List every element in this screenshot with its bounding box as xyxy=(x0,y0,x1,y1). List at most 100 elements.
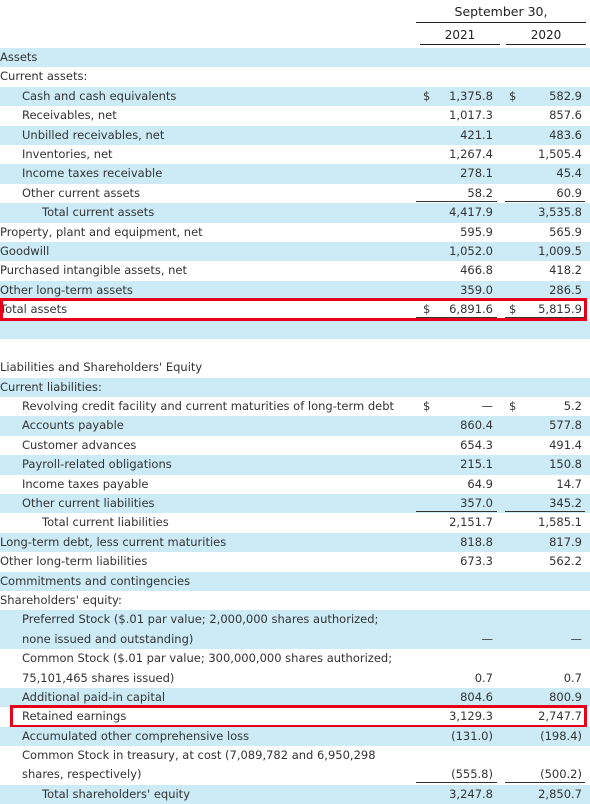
table-row: Total current liabilities 2,151.7 1,585.1 xyxy=(0,513,590,532)
total-underline xyxy=(505,782,585,784)
table-row: Other current liabilities 357.0 345.2 xyxy=(0,493,590,514)
value-2021: 64.9 xyxy=(467,476,493,491)
value-2020: 857.6 xyxy=(549,108,582,123)
table-row: Retained earnings 3,129.3 2,747.7 xyxy=(0,705,590,729)
total-underline xyxy=(416,510,497,512)
row-label: Current assets: xyxy=(0,69,88,84)
row-label: Total current assets xyxy=(42,205,155,220)
value-2020: 5,815.9 xyxy=(538,302,582,317)
value-2020: 150.8 xyxy=(549,457,582,472)
value-2021: 3,129.3 xyxy=(449,709,493,724)
table-row: none issued and outstanding) — — xyxy=(0,629,590,650)
table-row: Income taxes payable 64.9 14.7 xyxy=(0,475,590,494)
total-underline xyxy=(505,510,585,512)
table-row: Total current assets 4,417.9 3,535.8 xyxy=(0,203,590,223)
value-2021: 357.0 xyxy=(460,495,493,510)
row-label: Unbilled receivables, net xyxy=(22,127,165,142)
table-row: Commitments and contingencies xyxy=(0,571,590,591)
row-label: Common Stock ($.01 par value; 300,000,00… xyxy=(22,651,393,666)
total-underline xyxy=(416,200,497,202)
table-row: Preferred Stock ($.01 par value; 2,000,0… xyxy=(0,610,590,630)
row-label: Accumulated other comprehensive loss xyxy=(22,728,250,743)
row-label: Revolving credit facility and current ma… xyxy=(22,399,395,414)
currency-symbol: $ xyxy=(509,88,517,103)
row-label: Customer advances xyxy=(22,437,137,452)
row-label: Goodwill xyxy=(0,243,50,258)
row-label: Property, plant and equipment, net xyxy=(0,224,203,239)
value-2020: 2,747.7 xyxy=(538,709,582,724)
value-2020: 2,850.7 xyxy=(538,786,582,801)
row-label: Shareholders' equity: xyxy=(0,592,122,607)
table-row: Inventories, net 1,267.4 1,505.4 xyxy=(0,145,590,164)
value-2020: 345.2 xyxy=(549,495,582,510)
year-header-row: 2021 2020 xyxy=(416,22,586,45)
row-label: Current liabilities: xyxy=(0,379,102,394)
total-underline xyxy=(416,782,497,784)
table-row: Other long-term liabilities 673.3 562.2 xyxy=(0,552,590,571)
table-row: Liabilities and Shareholders' Equity xyxy=(0,358,590,377)
total-underline xyxy=(416,317,497,321)
row-label: Inventories, net xyxy=(22,146,113,161)
value-2021: 421.1 xyxy=(460,127,493,142)
spacer-row xyxy=(0,319,590,339)
value-2021: 359.0 xyxy=(460,282,493,297)
value-2020: 1,009.5 xyxy=(538,243,582,258)
row-label: none issued and outstanding) xyxy=(22,631,194,646)
table-row: Shareholders' equity: xyxy=(0,591,590,610)
row-label: Purchased intangible assets, net xyxy=(0,263,188,278)
row-label: Liabilities and Shareholders' Equity xyxy=(0,360,203,375)
table-row: Additional paid-in capital 804.6 800.9 xyxy=(0,687,590,708)
value-2021: 466.8 xyxy=(460,263,493,278)
value-2020: 60.9 xyxy=(556,185,582,200)
row-label: Other current liabilities xyxy=(22,495,155,510)
table-row: Assets xyxy=(0,48,590,68)
value-2020: 565.9 xyxy=(549,224,582,239)
table-row: Cash and cash equivalents $1,375.8 $582.9 xyxy=(0,86,590,107)
total-underline xyxy=(416,297,497,299)
table-row: Total assets $6,891.6 $5,815.9 xyxy=(0,298,590,322)
table-row: Unbilled receivables, net 421.1 483.6 xyxy=(0,125,590,145)
value-2021: 0.7 xyxy=(474,670,493,685)
value-2021: 860.4 xyxy=(460,418,493,433)
table-row: Current assets: xyxy=(0,67,590,86)
currency-symbol: $ xyxy=(423,302,431,317)
table-row: Accounts payable 860.4 577.8 xyxy=(0,416,590,436)
value-2020: 562.2 xyxy=(549,554,582,569)
value-2020: 418.2 xyxy=(549,263,582,278)
value-2020: 14.7 xyxy=(556,476,582,491)
value-2020: 3,535.8 xyxy=(538,205,582,220)
value-2020: — xyxy=(570,631,583,646)
value-2021: 673.3 xyxy=(460,554,493,569)
row-label: Additional paid-in capital xyxy=(22,689,166,704)
value-2020: 45.4 xyxy=(556,166,582,181)
table-row: Revolving credit facility and current ma… xyxy=(0,397,590,416)
year-underline xyxy=(506,44,586,45)
table-row: Total shareholders' equity 3,247.8 2,850.7 xyxy=(0,784,590,804)
total-underline xyxy=(505,200,585,202)
table-row: Property, plant and equipment, net 595.9 5… xyxy=(0,223,590,242)
row-label: Cash and cash equivalents xyxy=(22,88,177,103)
value-2021: 1,267.4 xyxy=(449,146,493,161)
table-row: Receivables, net 1,017.3 857.6 xyxy=(0,106,590,125)
row-label: Total shareholders' equity xyxy=(42,786,190,801)
value-2021: 818.8 xyxy=(460,534,493,549)
value-2020: 582.9 xyxy=(549,88,582,103)
value-2020: 817.9 xyxy=(549,534,582,549)
row-label: Long-term debt, less current maturities xyxy=(0,534,227,549)
year-underline xyxy=(420,44,500,45)
table-row: Accumulated other comprehensive loss (131… xyxy=(0,726,590,747)
highlight-box xyxy=(0,298,587,322)
value-2021: — xyxy=(481,399,494,414)
currency-symbol: $ xyxy=(423,399,431,414)
currency-symbol: $ xyxy=(423,88,431,103)
value-2020: 5.2 xyxy=(563,399,582,414)
value-2021: 1,375.8 xyxy=(449,88,493,103)
value-2020: 1,505.4 xyxy=(538,146,582,161)
row-label: Retained earnings xyxy=(22,709,127,724)
value-2020: 286.5 xyxy=(549,282,582,297)
value-2021: 215.1 xyxy=(460,457,493,472)
row-label: Other current assets xyxy=(22,185,141,200)
table-row: Customer advances 654.3 491.4 xyxy=(0,436,590,455)
value-2020: 577.8 xyxy=(549,418,582,433)
value-2020: 800.9 xyxy=(549,689,582,704)
